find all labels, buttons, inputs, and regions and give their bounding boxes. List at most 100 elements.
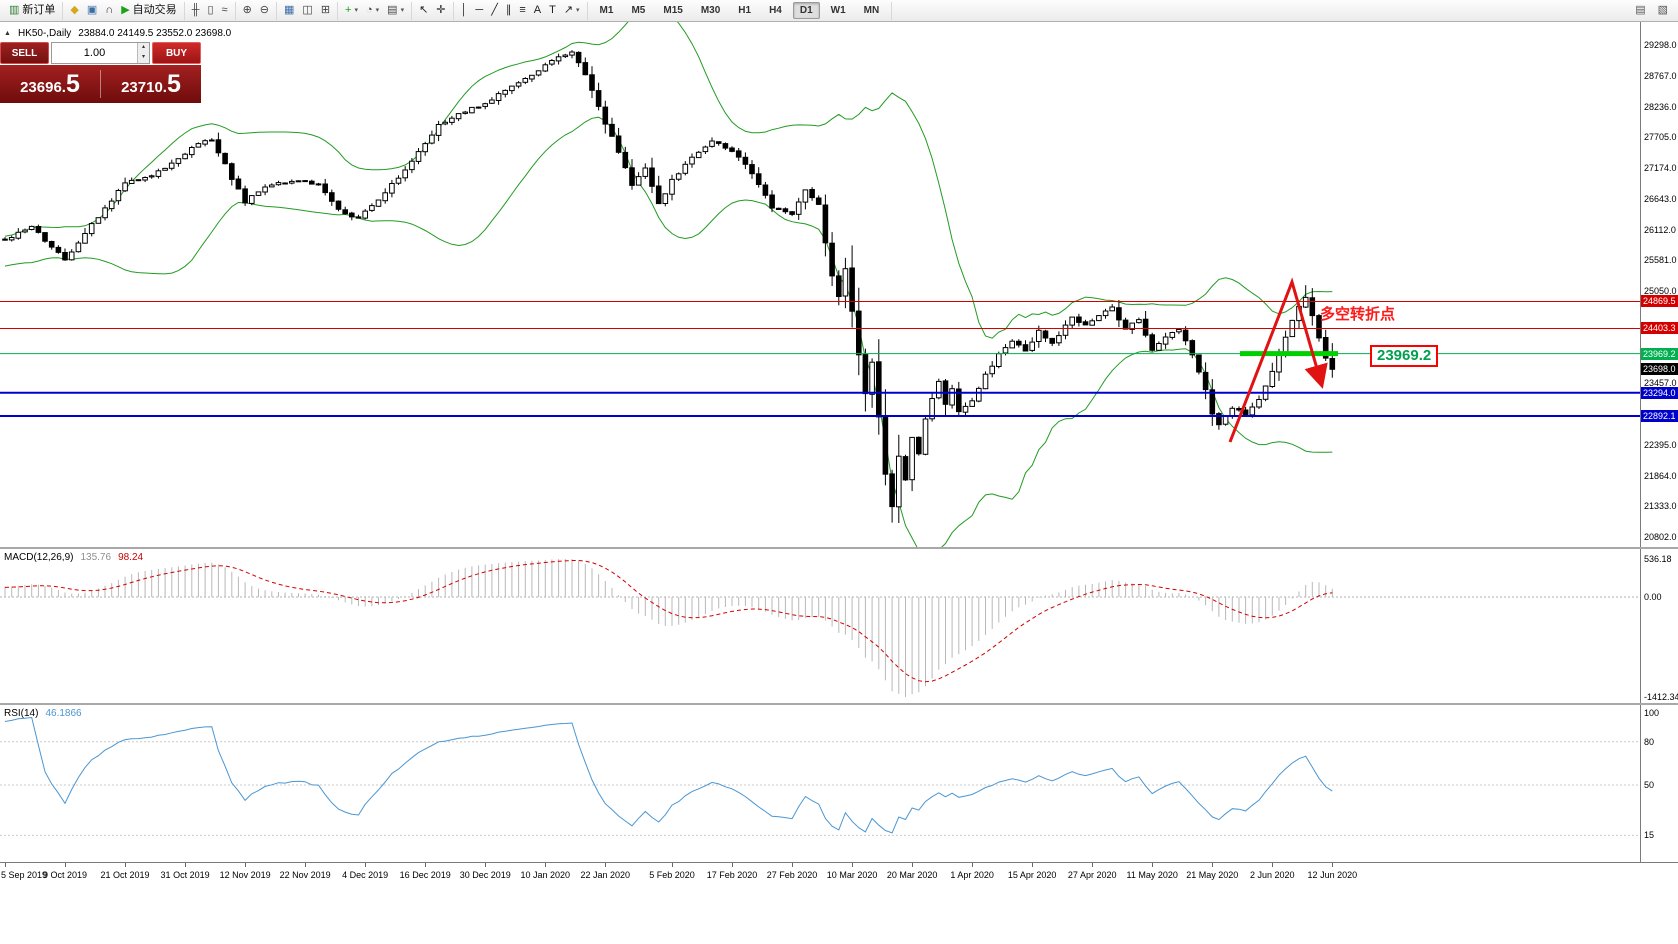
- indicators-icon[interactable]: + ▾: [345, 4, 358, 16]
- toolbar: ▥ 新订单 ◆ ▣ ∩ ▶ 自动交易 ╫ ▯ ≈ ⊕ ⊖ ▦ ◫ ⊞ + ▾ ◔ ▾ ▤ ▾ ↖ ✛ │ ─ ╱ ∥ ≡ A T ↗ ▾ M1 M…: [0, 0, 1678, 22]
- date-tick: [972, 863, 974, 867]
- cursor-icon[interactable]: ↖: [419, 4, 429, 16]
- wizard-icon[interactable]: ◆: [70, 4, 79, 16]
- date-tick: [732, 863, 734, 867]
- market-watch-icon[interactable]: ▣: [86, 4, 98, 16]
- search-icon[interactable]: ▧: [1657, 4, 1668, 16]
- rsi-canvas[interactable]: [0, 705, 1640, 864]
- macd-canvas[interactable]: [0, 549, 1640, 705]
- date-tick: [485, 863, 487, 867]
- zoom-out-icon[interactable]: ⊖: [259, 4, 269, 16]
- date-label: 21 May 2020: [1186, 870, 1239, 880]
- vertical-line-icon[interactable]: │: [460, 4, 468, 16]
- date-label: 2 Jun 2020: [1250, 870, 1295, 880]
- volume-down-icon[interactable]: ▾: [138, 53, 149, 63]
- timeframe-w1-button[interactable]: W1: [830, 5, 846, 16]
- templates-dropdown-icon[interactable]: ▾: [400, 7, 405, 14]
- price-axis-label: 28236.0: [1644, 101, 1677, 112]
- timeframe-h1-button[interactable]: H1: [738, 5, 752, 16]
- price-axis-label: 26643.0: [1644, 193, 1677, 204]
- autotrading-icon[interactable]: ▶ 自动交易: [121, 4, 177, 16]
- sell-price[interactable]: 23696. 5: [20, 69, 80, 98]
- timeframe-d1-button[interactable]: D1: [792, 2, 820, 19]
- date-tick: [1332, 863, 1334, 867]
- price-axis-label: 20802.0: [1644, 532, 1677, 542]
- buy-price[interactable]: 23710. 5: [121, 69, 181, 98]
- timeframe-h4-button[interactable]: H4: [769, 5, 782, 16]
- price-axis-label: 21864.0: [1644, 470, 1677, 481]
- macd-axis: 536.18 0.00 -1412.34: [1640, 549, 1678, 705]
- macd-axis-label: -1412.34: [1644, 692, 1678, 702]
- price-axis-label: 29298.0: [1644, 40, 1677, 50]
- timeframe-m15-button[interactable]: M15: [663, 5, 683, 16]
- main-chart-canvas[interactable]: [0, 22, 1640, 547]
- date-label: 12 Nov 2019: [219, 870, 271, 880]
- timeframe-m1-button[interactable]: M1: [599, 5, 614, 16]
- arrows-icon[interactable]: ↗ ▾: [563, 4, 580, 16]
- text-label-icon[interactable]: T: [549, 4, 556, 16]
- date-tick: [1092, 863, 1094, 867]
- volume-spinner[interactable]: ▴ ▾: [137, 43, 149, 63]
- volume-up-icon[interactable]: ▴: [138, 43, 149, 53]
- arrange-windows-icon[interactable]: ◫: [302, 4, 313, 16]
- candlestick-chart-icon[interactable]: ▯: [207, 4, 214, 16]
- date-label: 15 Apr 2020: [1007, 870, 1057, 880]
- channel-icon[interactable]: ∥: [505, 4, 512, 16]
- toolbar-right-icons: ▤ ▧: [1633, 3, 1678, 18]
- one-click-trading-panel: SELL 1.00 ▴ ▾ BUY 23696. 5 23710. 5: [0, 42, 201, 103]
- toolbar-group-services: ◆ ▣ ∩ ▶ 自动交易: [63, 1, 185, 20]
- price-axis-label: 28767.0: [1644, 70, 1677, 81]
- turning-point-annotation: 多空转折点: [1320, 306, 1396, 323]
- date-label: 11 May 2020: [1126, 870, 1178, 880]
- line-chart-icon[interactable]: ≈: [221, 4, 228, 16]
- date-tick: [1032, 863, 1034, 867]
- trendline-icon[interactable]: ╱: [491, 4, 498, 16]
- date-tick: [912, 863, 914, 867]
- cascade-windows-icon[interactable]: ⊞: [320, 4, 331, 16]
- chart-window-icon[interactable]: ▤: [1635, 4, 1646, 16]
- price-axis-label: 27174.0: [1644, 163, 1677, 173]
- toolbar-group-timeframes: M1 M5 M15 M30 H1 H4 D1 W1 MN: [588, 1, 893, 20]
- periods-dropdown-icon[interactable]: ▾: [375, 7, 380, 14]
- new-order-label[interactable]: 新订单: [22, 4, 56, 16]
- horizontal-line-icon[interactable]: ─: [475, 4, 484, 16]
- buy-button[interactable]: BUY: [152, 42, 201, 64]
- timeframe-mn-button[interactable]: MN: [863, 5, 880, 16]
- date-label: 21 Oct 2019: [100, 870, 150, 880]
- sell-button[interactable]: SELL: [0, 42, 49, 64]
- new-order-icon[interactable]: ▥ 新订单: [9, 4, 56, 16]
- tile-windows-icon[interactable]: ▦: [284, 4, 295, 16]
- price-tag: 24403.3: [1641, 322, 1678, 335]
- date-label: 27 Feb 2020: [766, 870, 818, 880]
- fibonacci-icon[interactable]: ≡: [519, 4, 526, 16]
- crosshair-icon[interactable]: ✛: [436, 4, 446, 16]
- price-callout: 23969.2: [1370, 345, 1439, 367]
- arrows-dropdown-icon[interactable]: ▾: [576, 7, 580, 14]
- autotrading-label[interactable]: 自动交易: [132, 4, 177, 16]
- zoom-in-icon[interactable]: ⊕: [242, 4, 252, 16]
- timeframe-m5-button[interactable]: M5: [631, 5, 646, 16]
- volume-stepper[interactable]: 1.00 ▴ ▾: [51, 42, 150, 64]
- timeframe-m30-button[interactable]: M30: [700, 5, 721, 16]
- price-axis-label: 22395.0: [1644, 439, 1677, 450]
- text-icon[interactable]: A: [533, 4, 542, 16]
- periods-icon[interactable]: ◔ ▾: [365, 4, 380, 16]
- support-icon[interactable]: ∩: [105, 4, 114, 16]
- toolbar-group-cursor-tools: ↖ ✛: [412, 1, 454, 20]
- bar-chart-icon[interactable]: ╫: [191, 4, 200, 16]
- volume-input[interactable]: 1.00: [83, 47, 106, 59]
- rsi-axis-label: 50: [1644, 780, 1655, 790]
- toolbar-group-draw-tools: │ ─ ╱ ∥ ≡ A T ↗ ▾: [454, 1, 588, 20]
- date-label: 10 Jan 2020: [520, 870, 571, 880]
- date-label: 10 Mar 2020: [826, 870, 878, 880]
- date-tick: [65, 863, 67, 867]
- toolbar-group-windows: ▦ ◫ ⊞: [277, 1, 339, 20]
- rsi-axis-label: 15: [1644, 830, 1655, 841]
- templates-icon[interactable]: ▤ ▾: [387, 4, 405, 16]
- macd-label: MACD(12,26,9) 135.76 98.24: [4, 552, 144, 563]
- date-tick: [545, 863, 547, 867]
- price-axis-label: 21333.0: [1644, 501, 1677, 512]
- indicators-dropdown-icon[interactable]: ▾: [354, 7, 358, 14]
- price-axis-label: 25050.0: [1644, 286, 1677, 296]
